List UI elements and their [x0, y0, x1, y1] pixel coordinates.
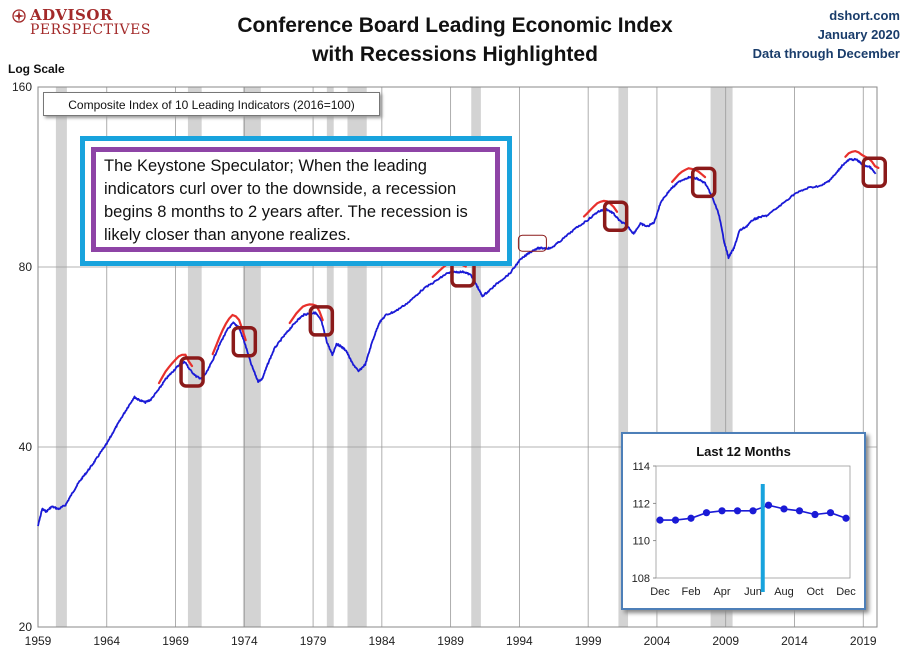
source-date: January 2020 [817, 27, 900, 42]
inset-title: Last 12 Months [696, 444, 791, 459]
curl-stroke [671, 167, 707, 183]
x-tick-label: 1979 [300, 634, 327, 648]
inset-y-tick-label: 112 [632, 498, 650, 510]
x-tick-label: 1994 [506, 634, 533, 648]
annotation-text-box: The Keystone Speculator; When the leadin… [91, 147, 500, 252]
title-line2: with Recessions Highlighted [312, 43, 598, 66]
highlight-box [690, 166, 717, 199]
curl-stroke [582, 199, 619, 218]
highlight-box [861, 156, 887, 188]
x-tick-label: 1969 [162, 634, 189, 648]
curl-stroke [211, 313, 247, 356]
x-tick-label: 2004 [644, 634, 671, 648]
inset-data-point [718, 507, 726, 515]
inset-chart: 108 110 112 114 Dec Feb Apr Jun Aug Oct Dec [632, 461, 857, 598]
y-tick-label: 160 [12, 80, 32, 94]
chart-title: Conference Board Leading Economic Index … [215, 11, 695, 69]
inset-data-point [687, 514, 695, 522]
y-axis-label: Log Scale [8, 62, 65, 76]
lei-series-line [37, 157, 877, 527]
inset-data-point [656, 516, 664, 524]
highlight-box [308, 305, 335, 337]
highlight-box [602, 200, 629, 232]
inset-plot-frame [655, 465, 851, 579]
logo-line1: ADVISOR [30, 6, 113, 24]
y-tick-label: 20 [19, 620, 33, 634]
highlight-box [231, 325, 258, 358]
inset-data-point [702, 509, 711, 517]
y-tick-label: 40 [19, 440, 33, 454]
inset-y-tick-label: 114 [632, 461, 650, 473]
x-tick-label: 2014 [781, 634, 808, 648]
inset-data-point [811, 510, 819, 519]
highlight-box [179, 356, 205, 388]
inset-data-point [780, 505, 788, 513]
x-tick-label: 2009 [712, 634, 739, 648]
inset-data-point [749, 507, 757, 515]
recession-band [471, 87, 481, 627]
logo-line2: PERSPECTIVES [30, 22, 151, 38]
curl-stroke [844, 149, 880, 169]
inset-x-tick-label: Oct [806, 586, 823, 598]
compass-icon [12, 9, 26, 23]
title-line1: Conference Board Leading Economic Index [237, 14, 673, 37]
inset-y-tick-label: 110 [632, 536, 650, 548]
x-tick-label: 1974 [231, 634, 258, 648]
x-tick-label: 1989 [437, 634, 464, 648]
x-tick-label: 1964 [93, 634, 120, 648]
inset-data-point [733, 507, 742, 515]
inset-x-tick-label: Feb [682, 586, 701, 598]
inset-y-tick-label: 108 [632, 573, 650, 585]
inset-x-tick-label: Dec [650, 586, 670, 598]
x-tick-label: 2019 [850, 634, 877, 648]
x-tick-label: 1999 [575, 634, 602, 648]
inset-data-point [795, 507, 804, 515]
inset-data-point [826, 509, 835, 517]
inset-x-tick-label: Dec [836, 586, 856, 598]
y-tick-label: 80 [19, 260, 33, 274]
inset-data-point [764, 501, 773, 509]
source-site: dshort.com [829, 8, 900, 23]
recession-band [618, 87, 629, 627]
highlight-box-thin [517, 234, 547, 252]
inset-data-point [671, 516, 680, 524]
logo: ADVISOR PERSPECTIVES [12, 6, 151, 38]
inset-x-tick-label: Jun [744, 586, 762, 598]
inset-panel: Last 12 Months 108 110 112 114 Dec Feb Apr Jun A… [621, 432, 866, 610]
source-data-through: Data through December [752, 46, 900, 61]
inset-x-tick-label: Aug [774, 586, 794, 598]
recession-band [326, 87, 334, 627]
inset-data-point [842, 514, 850, 522]
recession-band [55, 87, 67, 627]
series-label-box: Composite Index of 10 Leading Indicators… [43, 92, 380, 116]
plot-frame [37, 86, 878, 628]
inset-x-tick-label: Apr [713, 586, 730, 598]
source-block: dshort.com January 2020 Data through Dec… [753, 6, 900, 63]
x-tick-label: 1959 [25, 634, 52, 648]
x-tick-label: 1984 [369, 634, 396, 648]
